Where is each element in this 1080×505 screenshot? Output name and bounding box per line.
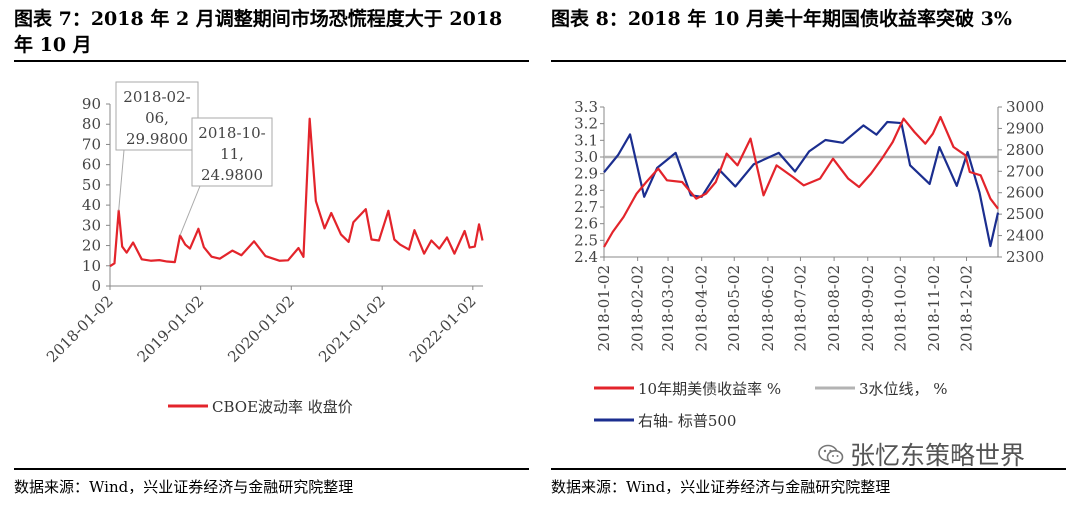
right-left-y-tick-label: 2.8 — [574, 181, 598, 199]
left-title-rule — [14, 60, 529, 62]
right-right-y-tick-label: 3000 — [1006, 98, 1044, 116]
right-legend-label: 3水位线， % — [859, 380, 948, 398]
watermark-text: 张忆东策略世界 — [850, 441, 1026, 470]
left-x-tick-label: 2019-01-02 — [134, 292, 208, 366]
right-right-y-tick-label: 2700 — [1006, 162, 1044, 180]
right-right-y-tick-label: 2300 — [1006, 248, 1044, 266]
right-x-tick-label: 2018-02-02 — [629, 265, 647, 351]
left-y-tick-label: 80 — [82, 115, 101, 133]
right-title-rule — [551, 60, 1066, 62]
right-chart-title: 图表 8：2018 年 10 月美十年期国债收益率突破 3% — [551, 8, 1012, 30]
right-x-tick-label: 2018-01-02 — [595, 265, 613, 351]
right-source-note: 数据来源：Wind，兴业证券经济与金融研究院整理 — [551, 478, 891, 496]
left-x-tick-label: 2022-01-02 — [406, 292, 480, 366]
right-right-y-tick-label: 2500 — [1006, 205, 1044, 223]
left-x-tick-label: 2020-01-02 — [224, 292, 298, 366]
right-left-y-tick-label: 3.0 — [574, 148, 598, 166]
right-left-y-tick-label: 2.6 — [574, 215, 598, 233]
right-left-y-tick-label: 2.4 — [574, 248, 598, 266]
left-y-tick-label: 10 — [82, 257, 101, 275]
right-right-y-tick-label: 2400 — [1006, 227, 1044, 245]
left-y-tick-label: 90 — [82, 95, 101, 113]
annotation-box — [115, 81, 199, 151]
right-left-y-tick-label: 3.3 — [574, 98, 598, 116]
right-series-line-treasury-yield — [603, 115, 999, 248]
annotation-text: 11, — [220, 145, 244, 163]
left-x-tick-label: 2021-01-02 — [315, 292, 389, 366]
left-x-tick-label: 2018-01-02 — [43, 292, 117, 366]
annotation-text: 29.9800 — [126, 130, 188, 148]
right-x-tick-label: 2018-09-02 — [859, 265, 877, 351]
annotation-text: 24.9800 — [201, 166, 263, 184]
right-x-tick-label: 2018-11-02 — [925, 265, 943, 351]
left-y-tick-label: 30 — [82, 216, 101, 234]
right-legend-label: 10年期美债收益率 % — [638, 380, 781, 398]
left-series-line-vix — [109, 117, 484, 268]
right-legend-label: 右轴- 标普500 — [638, 412, 736, 430]
wechat-icon — [818, 443, 844, 465]
annotation-leader — [179, 185, 201, 236]
annotation-text: 06, — [145, 109, 169, 127]
right-series-line-sp500 — [603, 120, 1000, 248]
right-left-y-tick-label: 2.7 — [574, 198, 598, 216]
annotation-box — [191, 117, 273, 187]
annotation-text: 2018-10- — [198, 124, 265, 142]
right-x-tick-label: 2018-05-02 — [725, 265, 743, 351]
left-y-tick-label: 50 — [82, 176, 101, 194]
right-source-rule — [551, 468, 1066, 470]
left-y-tick-label: 70 — [82, 135, 101, 153]
left-y-tick-label: 20 — [82, 237, 101, 255]
right-left-y-tick-label: 3.1 — [574, 131, 598, 149]
right-x-tick-label: 2018-03-02 — [659, 265, 677, 351]
left-source-note: 数据来源：Wind，兴业证券经济与金融研究院整理 — [14, 478, 354, 496]
right-left-y-tick-label: 3.2 — [574, 115, 598, 133]
right-x-tick-label: 2018-06-02 — [759, 265, 777, 351]
annotation-text: 2018-02- — [123, 88, 190, 106]
right-x-tick-label: 2018-07-02 — [791, 265, 809, 351]
right-x-tick-label: 2018-04-02 — [693, 265, 711, 351]
left-y-tick-label: 40 — [82, 196, 101, 214]
left-source-rule — [14, 468, 529, 470]
right-left-y-tick-label: 2.9 — [574, 165, 598, 183]
left-legend-label: CBOE波动率 收盘价 — [212, 398, 353, 416]
right-right-y-tick-label: 2800 — [1006, 141, 1044, 159]
right-x-tick-label: 2018-10-02 — [891, 265, 909, 351]
right-right-y-tick-label: 2600 — [1006, 184, 1044, 202]
left-chart-title: 图表 7：2018 年 2 月调整期间市场恐慌程度大于 2018 年 10 月 — [14, 8, 503, 56]
left-y-tick-label: 0 — [91, 277, 101, 295]
right-right-y-tick-label: 2900 — [1006, 119, 1044, 137]
left-y-tick-label: 60 — [82, 156, 101, 174]
right-left-y-tick-label: 2.5 — [574, 231, 598, 249]
right-x-tick-label: 2018-08-02 — [825, 265, 843, 351]
annotation-leader — [118, 149, 125, 211]
watermark: 张忆东策略世界 — [818, 436, 1025, 472]
right-x-tick-label: 2018-12-02 — [958, 265, 976, 351]
